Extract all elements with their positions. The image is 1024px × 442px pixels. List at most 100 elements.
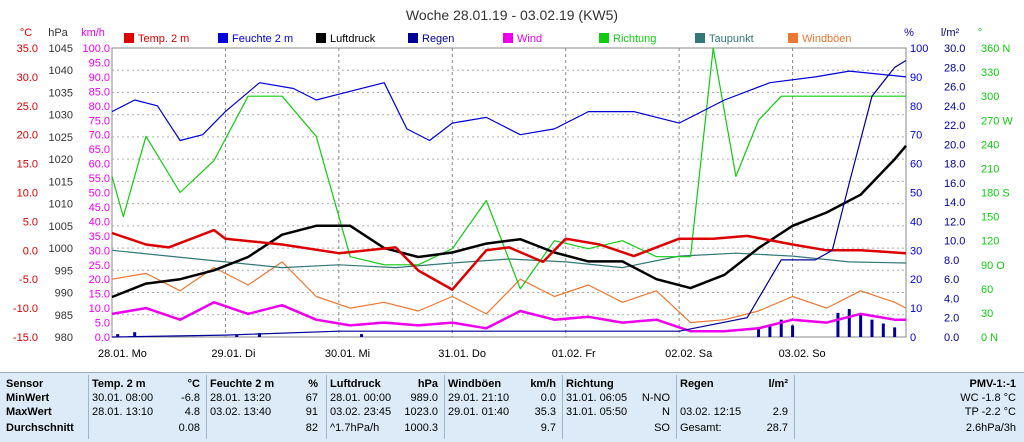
legend-swatch [408, 33, 418, 43]
humidity-tick-label: 80 [910, 101, 922, 113]
stats-gusts: Windböen km/h 29.01. 21:10 0.0 29.01. 01:4… [448, 373, 560, 442]
humidity-tick-label: 30 [910, 245, 922, 257]
rain-bars [116, 309, 897, 337]
plot-frame [111, 47, 907, 338]
wind-tick-label: 10.0 [89, 303, 110, 315]
humidity-header: Feuchte 2 m [210, 378, 275, 390]
wind-tick-label: 60.0 [89, 159, 110, 171]
rain-tick-label: 18.0 [944, 159, 965, 171]
x-axis-label: 03.02. So [779, 348, 826, 360]
wind-tick-label: 100.0 [82, 43, 110, 55]
temp-tick-label: -5.0 [19, 274, 38, 286]
direction-tick-label: 60 [981, 284, 993, 296]
pressure-tick-label: 1005 [49, 221, 73, 233]
wind-tick-label: 15.0 [89, 289, 110, 301]
humidity-tick-label: 20 [910, 274, 922, 286]
pressure-max-time: 03.02. 23:45 [330, 406, 392, 418]
pressure-tick-label: 1000 [49, 243, 73, 255]
wind-tick-label: 80.0 [89, 101, 110, 113]
gusts-avg-value: 9.7 [540, 422, 556, 434]
row-label-max: MaxWert [6, 406, 52, 418]
wind-tick-label: 95.0 [89, 57, 110, 69]
rain-bar [791, 325, 795, 337]
wind-tick-label: 65.0 [89, 144, 110, 156]
humidity-tick-label: 40 [910, 216, 922, 228]
direction-header: Richtung [566, 378, 614, 390]
series-line-luftdruck [111, 144, 907, 299]
weather-chart: Woche 28.01.19 - 03.02.19 (KW5) Temp. 2 … [12, 7, 1014, 360]
rain-tick-label: 24.0 [944, 101, 965, 113]
rain-tick-label: 4.0 [944, 293, 959, 305]
row-label-min: MinWert [6, 392, 50, 404]
temp-tick-label: 0.0 [23, 245, 38, 257]
wind-tick-label: 85.0 [89, 86, 110, 98]
axis-unit-label: °C [20, 27, 32, 39]
pressure-max-value: 1023.0 [404, 406, 438, 418]
temp-min-value: -6.8 [181, 392, 200, 404]
rain-tick-label: 14.0 [944, 197, 965, 209]
stats-rain: Regen l/m² 03.02. 12:15 2.9 Gesamt: 28.7 [680, 373, 792, 442]
rain-header: Regen [680, 378, 714, 390]
wind-tick-label: 70.0 [89, 130, 110, 142]
stats-humidity: Feuchte 2 m% 28.01. 13:20 67 03.02. 13:40… [210, 373, 322, 442]
legend-label: Taupunkt [709, 33, 754, 45]
humidity-avg-value: 82 [305, 422, 318, 434]
temp-unit: °C [187, 378, 200, 390]
pressure-tick-label: 1025 [49, 132, 73, 144]
rain-total-value: 28.7 [766, 422, 788, 434]
rain-max-value: 2.9 [772, 406, 788, 418]
direction-min-time: 31.01. 06:05 [566, 392, 628, 404]
legend-label: Regen [422, 33, 454, 45]
direction-max-time: 31.01. 05:50 [566, 406, 628, 418]
chart-title: Woche 28.01.19 - 03.02.19 (KW5) [406, 7, 618, 23]
rain-tick-label: 2.0 [944, 313, 959, 325]
axis-units: °C hPa km/h% l/m² ° [20, 27, 982, 39]
pressure-tick-label: 1035 [49, 87, 73, 99]
temp-min-time: 30.01. 08:00 [92, 392, 154, 404]
right-axis-ticks: 100908070605040302010030.028.026.024.022… [910, 43, 1013, 344]
rain-tick-label: 0.0 [944, 332, 959, 344]
wind-tick-label: 50.0 [89, 188, 110, 200]
direction-tick-label: 90 O [981, 260, 1005, 272]
rain-cumulative-line [111, 59, 907, 338]
rain-bar [133, 332, 137, 337]
rain-tick-label: 26.0 [944, 82, 965, 94]
rain-total-label: Gesamt: [680, 422, 722, 434]
humidity-tick-label: 60 [910, 159, 922, 171]
legend-label: Feuchte 2 m [232, 33, 293, 45]
x-axis-label: 29.01. Di [211, 348, 255, 360]
axis-unit-label: km/h [81, 27, 105, 39]
x-axis-label: 28.01. Mo [98, 348, 147, 360]
axis-unit-label: hPa [48, 27, 68, 39]
stats-pmv: PMV-1:-1 WC -1.8 °C TP -2.2 °C 2.6hPa/3h [798, 373, 1020, 442]
rain-bar [836, 312, 840, 337]
series-lines [111, 47, 907, 338]
rain-bar [893, 327, 897, 337]
rain-tick-label: 20.0 [944, 139, 965, 151]
legend-swatch [124, 33, 134, 43]
humidity-tick-label: 0 [910, 332, 916, 344]
gusts-header: Windböen [448, 378, 502, 390]
stats-sensor: Sensor MinWert MaxWert Durchschnitt [6, 373, 86, 442]
pmv-header: PMV-1:-1 [969, 378, 1016, 390]
temp-tick-label: 35.0 [17, 43, 38, 55]
rain-bar [768, 324, 772, 337]
humidity-tick-label: 50 [910, 188, 922, 200]
legend-label: Luftdruck [330, 33, 376, 45]
temp-tick-label: -10.0 [13, 303, 38, 315]
pressure-tick-label: 1030 [49, 110, 73, 122]
rain-bar [257, 333, 261, 337]
pressure-tick-label: 1010 [49, 199, 73, 211]
rain-tick-label: 30.0 [944, 43, 965, 55]
rain-tick-label: 10.0 [944, 236, 965, 248]
direction-tick-label: 330 [981, 67, 999, 79]
wind-tick-label: 20.0 [89, 274, 110, 286]
rain-bar [847, 309, 851, 337]
stats-temp: Temp. 2 m °C 30.01. 08:00 -6.8 28.01. 13:1… [92, 373, 204, 442]
direction-tick-label: 150 [981, 212, 999, 224]
direction-tick-label: 210 [981, 163, 999, 175]
temp-tick-label: 20.0 [17, 130, 38, 142]
rain-bar [881, 323, 885, 337]
rain-tick-label: 12.0 [944, 216, 965, 228]
humidity-max-value: 91 [305, 406, 318, 418]
